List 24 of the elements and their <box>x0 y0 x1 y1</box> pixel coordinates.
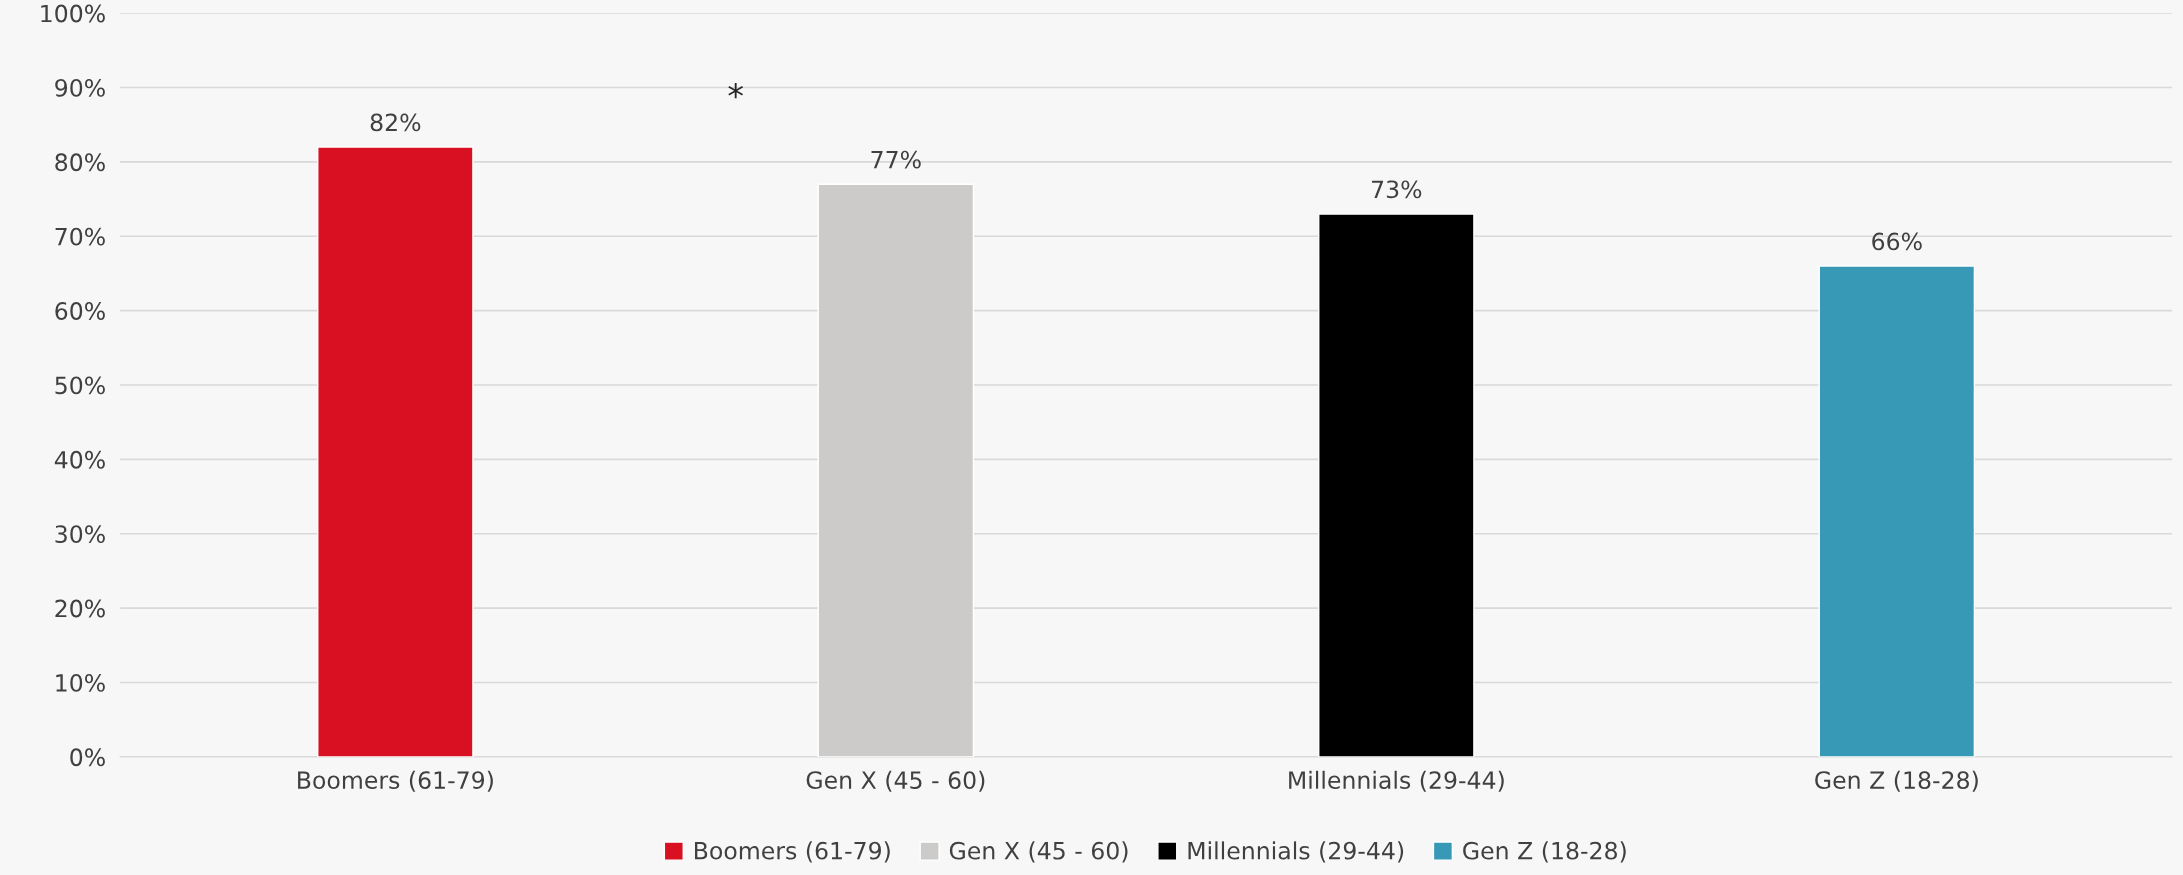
y-tick-label: 0% <box>70 748 105 767</box>
legend-label: Gen X (45 - 60) <box>949 841 1128 863</box>
y-tick-label: 90% <box>55 78 105 97</box>
y-tick-label: 60% <box>55 302 105 320</box>
y-tick-label: 50% <box>55 376 105 395</box>
x-tick-label: Gen Z (18-28) <box>1815 770 1978 792</box>
annotation: * <box>728 83 744 99</box>
legend-label: Boomers (61-79) <box>695 841 890 863</box>
text: 77% <box>871 150 921 169</box>
x-tick-label: Millennials (29-44) <box>1289 770 1504 792</box>
text: 66% <box>1872 232 1922 251</box>
y-tick-label: 20% <box>55 599 105 618</box>
y-tick-label: 80% <box>55 153 105 172</box>
legend-label: Millennials (29-44) <box>1188 841 1404 863</box>
y-tick-label: 100% <box>41 4 105 23</box>
x-tick-label: Boomers (61-79) <box>298 770 493 792</box>
y-tick-label: 30% <box>55 525 105 544</box>
text: 82% <box>370 113 421 132</box>
y-tick-label: 40% <box>54 450 105 469</box>
text: 73% <box>1372 180 1422 199</box>
legend-label: Gen Z (18-28) <box>1463 841 1626 863</box>
y-tick-label: 70% <box>55 227 105 246</box>
y-tick-label: 10% <box>56 673 105 692</box>
x-tick-label: Gen X (45 - 60) <box>806 770 985 792</box>
